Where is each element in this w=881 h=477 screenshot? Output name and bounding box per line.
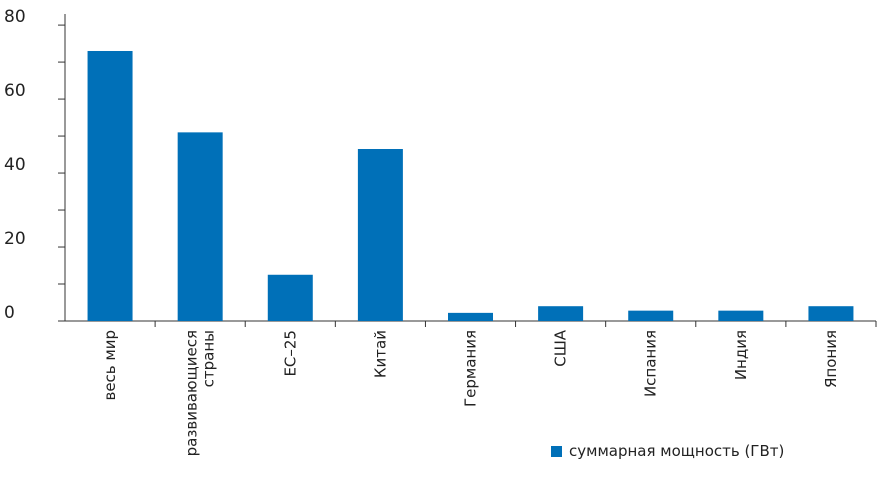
x-category-label: страны xyxy=(200,330,218,387)
x-category-label: развивающиеся xyxy=(183,330,201,456)
bar xyxy=(538,306,584,321)
x-category-label: весь мир xyxy=(101,330,119,401)
legend: суммарная мощность (ГВт) xyxy=(551,442,784,460)
x-category-label: Испания xyxy=(642,330,660,397)
bar xyxy=(267,274,313,321)
bar xyxy=(448,312,493,321)
y-tick-label: 0 xyxy=(4,303,15,323)
x-category-label: Индия xyxy=(732,330,750,380)
bar xyxy=(628,310,674,321)
x-category-label: Япония xyxy=(822,330,840,388)
x-category-label: США xyxy=(552,329,570,367)
y-tick-label: 20 xyxy=(4,229,26,249)
bar-series xyxy=(87,50,854,322)
x-axis xyxy=(58,320,877,327)
y-tick-label: 80 xyxy=(4,7,26,27)
legend-label: суммарная мощность (ГВт) xyxy=(569,442,784,460)
legend-swatch xyxy=(551,446,562,457)
bar xyxy=(808,306,854,321)
bar xyxy=(718,310,764,321)
bar xyxy=(87,50,133,322)
y-tick-label: 40 xyxy=(4,155,26,175)
x-category-label: Германия xyxy=(462,330,480,407)
y-tick-label: 60 xyxy=(4,81,26,101)
bar xyxy=(177,132,223,321)
bar xyxy=(357,149,403,321)
x-category-label: ЕС–25 xyxy=(281,330,299,377)
y-axis: 0 20 40 60 80 xyxy=(4,7,66,323)
category-labels: весь мир развивающиеся страны ЕС–25 Китай Гер… xyxy=(101,329,840,456)
x-category-label: Китай xyxy=(371,330,389,378)
